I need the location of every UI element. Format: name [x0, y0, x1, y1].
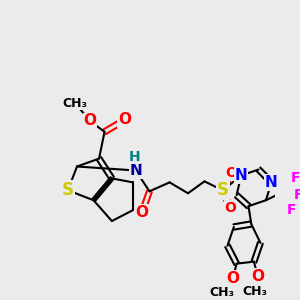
Text: N: N [235, 168, 247, 183]
Text: N: N [265, 175, 278, 190]
Text: CH₃: CH₃ [209, 286, 234, 299]
Text: S: S [217, 181, 229, 199]
Text: F: F [290, 171, 300, 185]
Text: S: S [62, 181, 74, 199]
Text: O: O [224, 201, 236, 215]
Text: F: F [287, 203, 296, 217]
Text: F: F [294, 188, 300, 202]
Text: O: O [225, 167, 237, 181]
Text: O: O [251, 269, 264, 284]
Text: CH₃: CH₃ [63, 97, 88, 110]
Text: O: O [83, 113, 96, 128]
Text: H: H [129, 150, 141, 164]
Text: O: O [136, 205, 148, 220]
Text: O: O [118, 112, 131, 128]
Text: CH₃: CH₃ [242, 285, 267, 298]
Text: O: O [226, 271, 239, 286]
Text: N: N [129, 163, 142, 178]
